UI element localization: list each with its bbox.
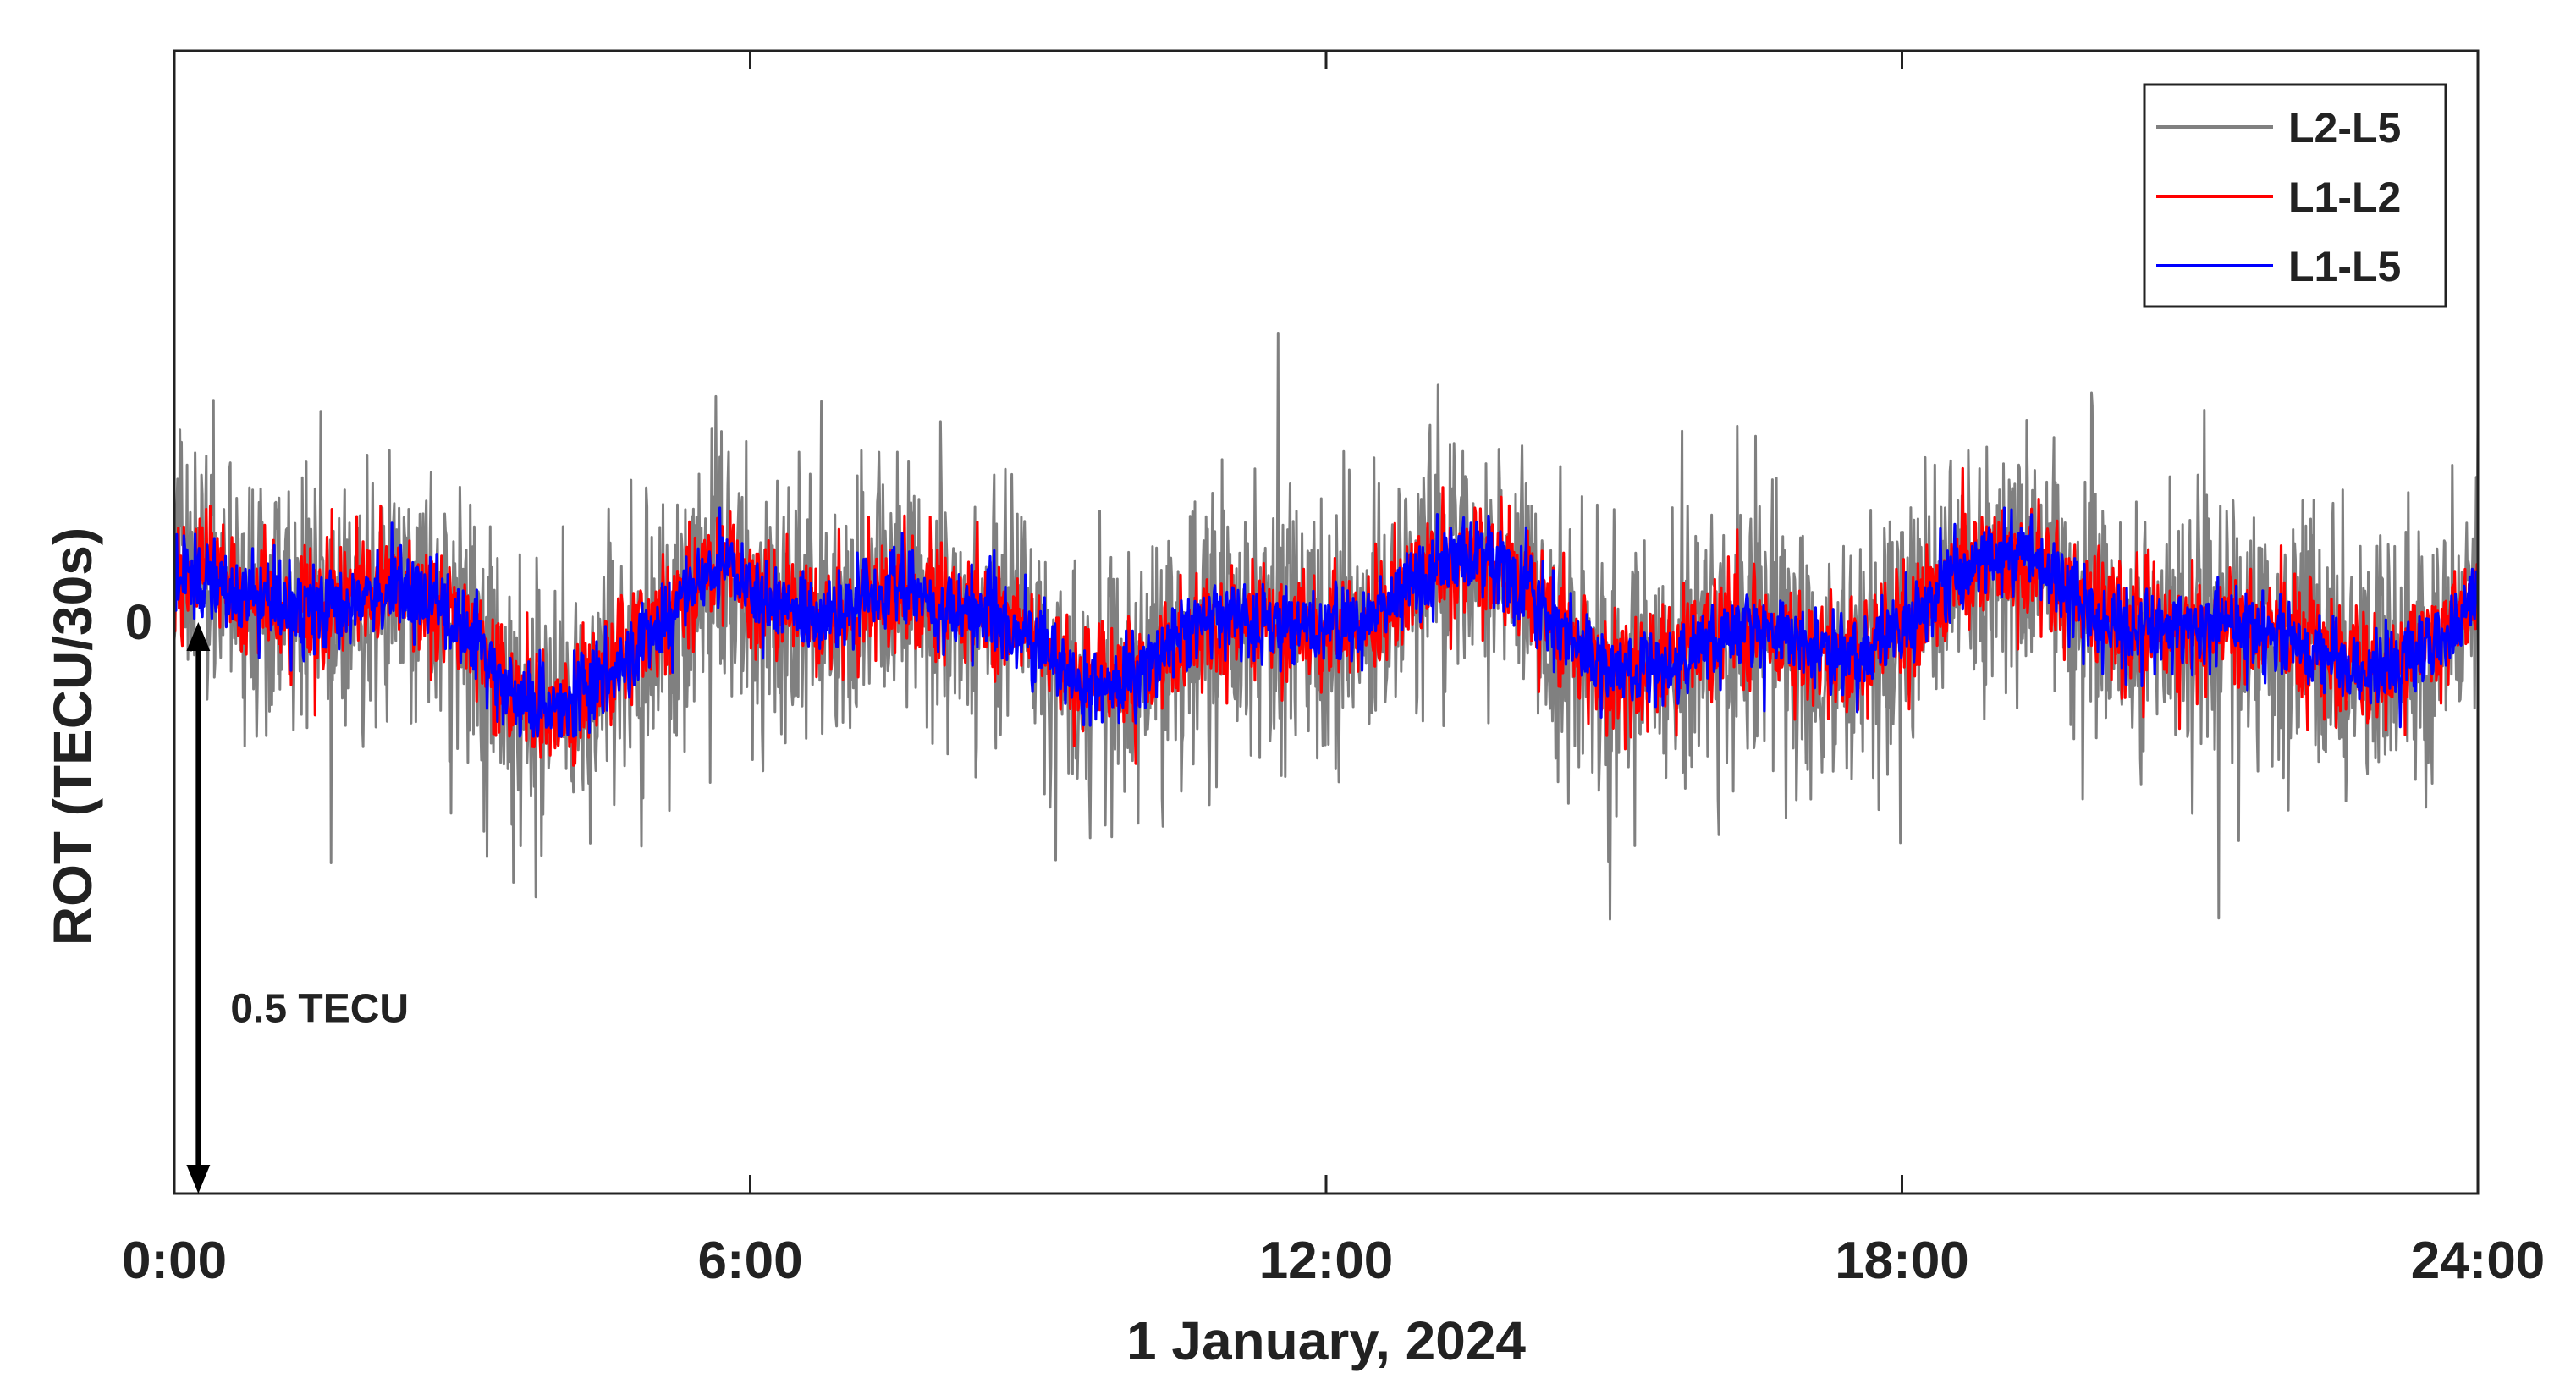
y-axis-title: ROT (TECU/30s): [42, 527, 103, 946]
series-line-l1-l5: [174, 506, 2478, 738]
legend: L2-L5 L1-L2 L1-L5: [2143, 83, 2447, 308]
scale-arrow-head-bottom: [186, 1165, 211, 1194]
x-tick-label: 12:00: [1259, 1232, 1394, 1290]
scale-arrow-head-top: [186, 622, 211, 651]
series-layer: [174, 332, 2478, 921]
legend-label-l2-l5: L2-L5: [2288, 104, 2401, 152]
x-axis-title: 1 January, 2024: [1126, 1310, 1526, 1371]
x-tick-label: 6:00: [697, 1232, 802, 1290]
ticks-layer: 0:00 6:00 12:00 18:00 24:00 0: [122, 51, 2545, 1290]
x-tick-label: 18:00: [1835, 1232, 1969, 1290]
legend-label-l1-l2: L1-L2: [2288, 174, 2401, 221]
scale-annotation-label: 0.5 TECU: [230, 987, 409, 1032]
scale-annotation: 0.5 TECU: [186, 622, 409, 1194]
x-tick-label: 24:00: [2411, 1232, 2546, 1290]
legend-label-l1-l5: L1-L5: [2288, 243, 2401, 290]
y-tick-label: 0: [125, 595, 152, 650]
x-tick-label: 0:00: [122, 1232, 227, 1290]
